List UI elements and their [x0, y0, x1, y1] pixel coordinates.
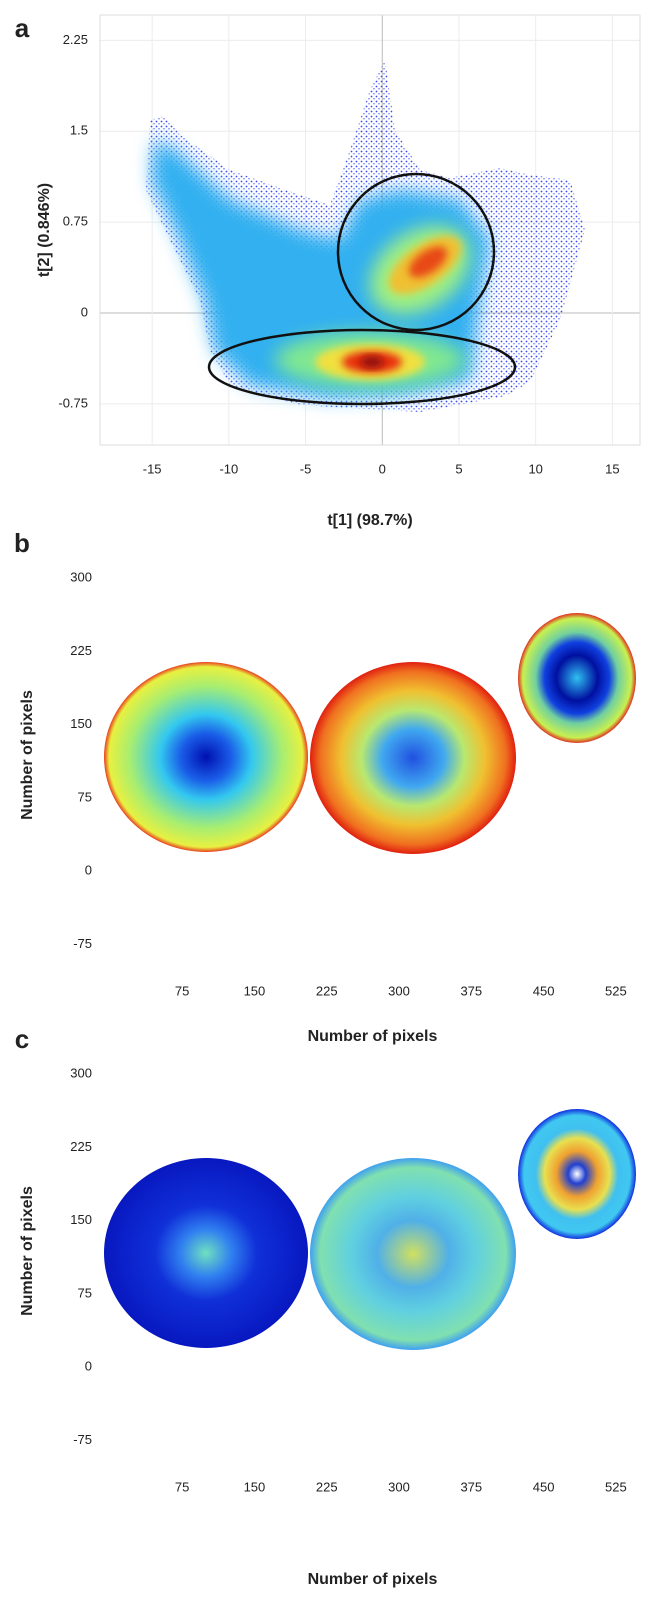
y-tick-label: -75 [73, 936, 92, 951]
y-axis-label: Number of pixels [19, 1186, 36, 1316]
x-axis-label: Number of pixels [308, 1028, 438, 1045]
x-axis-label: t[1] (98.7%) [327, 512, 412, 529]
plot-frame [99, 14, 641, 446]
density-cloud [146, 60, 585, 412]
y-tick-label: 225 [70, 1139, 92, 1154]
x-tick-label: 10 [528, 461, 542, 476]
x-tick-label: -10 [219, 461, 238, 476]
x-tick-label: 375 [460, 1479, 482, 1494]
y-tick-label: 2.25 [63, 32, 88, 47]
x-tick-label: 300 [388, 1479, 410, 1494]
x-tick-label: 525 [605, 1479, 627, 1494]
y-tick-label: 300 [70, 1066, 92, 1081]
y-tick-label: 0 [85, 863, 92, 878]
y-tick-label: 1.5 [70, 123, 88, 138]
x-tick-label: 450 [533, 983, 555, 998]
x-tick-label: 150 [244, 983, 266, 998]
x-axis-label: Number of pixels [308, 1571, 438, 1588]
x-tick-label: 450 [533, 1479, 555, 1494]
y-tick-label: 150 [70, 716, 92, 731]
y-tick-label: -0.75 [58, 395, 88, 410]
x-tick-label: 225 [316, 1479, 338, 1494]
x-tick-label: 75 [175, 1479, 189, 1494]
x-tick-label: -5 [300, 461, 312, 476]
y-tick-label: 0 [81, 304, 88, 319]
y-axis-label: t[2] (0.846%) [36, 183, 53, 277]
panel-label: c [15, 1024, 29, 1054]
y-tick-label: 0.75 [63, 214, 88, 229]
x-tick-label: 375 [460, 983, 482, 998]
image-b [104, 613, 636, 854]
panel-label: b [14, 528, 30, 558]
x-tick-label: -15 [143, 461, 162, 476]
x-tick-label: 150 [244, 1479, 266, 1494]
y-tick-label: 75 [78, 1285, 92, 1300]
y-tick-label: 150 [70, 1212, 92, 1227]
y-axis-label: Number of pixels [19, 690, 36, 820]
y-tick-label: 300 [70, 570, 92, 585]
x-tick-label: 300 [388, 983, 410, 998]
x-tick-label: 75 [175, 983, 189, 998]
y-tick-label: 225 [70, 643, 92, 658]
panel-label: a [15, 13, 30, 43]
x-tick-label: 525 [605, 983, 627, 998]
x-tick-label: 15 [605, 461, 619, 476]
y-tick-label: -75 [73, 1432, 92, 1447]
image-c [104, 1109, 636, 1350]
y-tick-label: 75 [78, 789, 92, 804]
x-tick-label: 5 [455, 461, 462, 476]
y-tick-label: 0 [85, 1359, 92, 1374]
x-tick-label: 225 [316, 983, 338, 998]
x-tick-label: 0 [379, 461, 386, 476]
